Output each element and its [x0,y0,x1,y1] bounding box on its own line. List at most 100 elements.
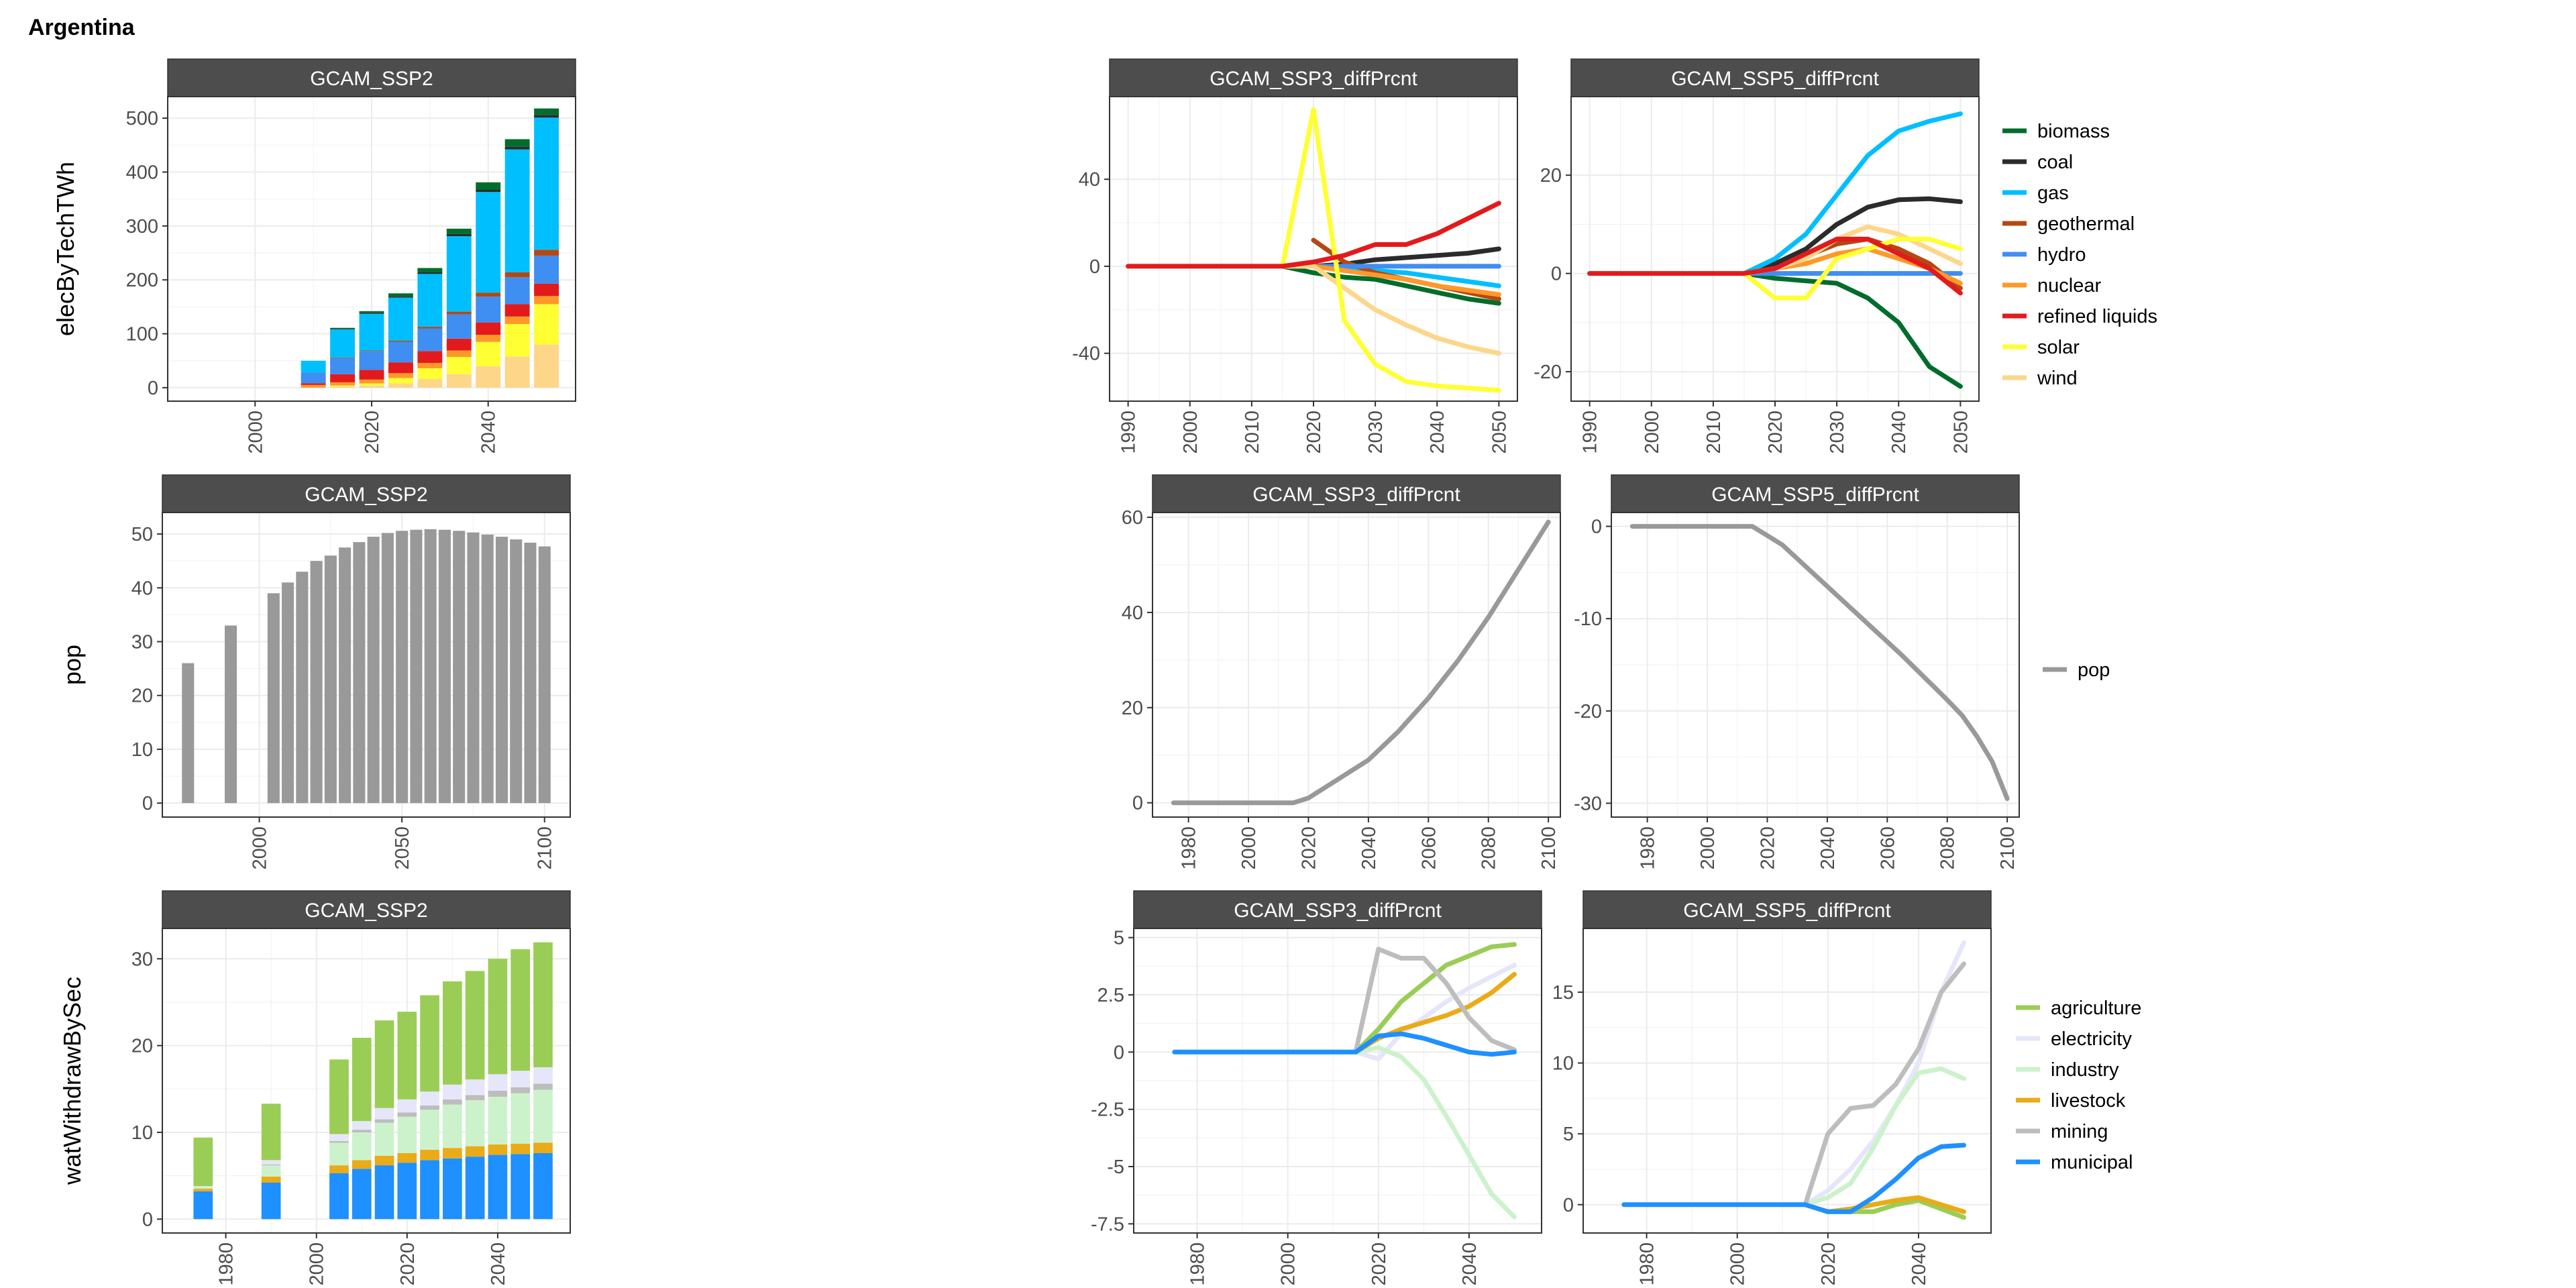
bar-industry-2015 [374,1122,394,1156]
x-tick-label: 2100 [1538,826,1560,870]
bar-industry-2020 [397,1116,417,1154]
x-tick-label: 2040 [478,411,500,454]
bar-nuclear-2030 [417,362,443,368]
x-tick-label: 2030 [1365,411,1387,454]
bar-wind-2040 [476,366,501,388]
bar-pop-2085 [495,537,508,804]
bar-biomass-2050 [534,108,559,115]
y-tick-label: 10 [1552,1053,1574,1075]
bar-mining-2045 [511,1087,531,1093]
bar-pop-2005 [267,593,280,804]
series-line-refined-liquids [1587,236,1963,296]
bar-gas-2050 [534,117,559,250]
plot-area [162,513,570,817]
bar-electricity-2015 [374,1108,394,1120]
y-tick-label: -20 [1574,701,1602,722]
series-line-pop [1629,524,2010,801]
legend-label: biomass [2037,121,2110,142]
x-tick-label: 2020 [397,1242,419,1286]
series-line-refined-liquids [1126,201,1501,269]
x-tick-label: 2060 [1877,826,1898,870]
bar-coal-2025 [388,297,413,298]
bar-industry-2035 [465,1100,485,1146]
x-tick-label: 2040 [1909,1242,1930,1286]
x-tick-label: 2000 [1727,1242,1749,1286]
facet-strip [162,890,571,929]
bar-pop-2060 [424,529,437,804]
x-tick-label: 2000 [250,826,271,870]
bar-solar-2045 [504,324,530,357]
bar-agriculture-2050 [533,942,553,1067]
bar-refined-liquids-2040 [476,322,501,335]
bar-nuclear-2045 [504,316,530,325]
bar-livestock-2050 [533,1142,553,1154]
x-tick-label: 2020 [1818,1242,1839,1286]
bar-refined-liquids-2025 [388,362,413,374]
x-tick-label: 2020 [1765,411,1786,454]
x-tick-label: 2100 [1997,826,2019,870]
x-tick-label: 2080 [1479,826,1500,870]
panel-elec_ssp5: GCAM_SSP5_diffPrcnt -20 0 20 1990 2000 2010 202… [1534,58,1980,454]
panel-wat_ssp5: GCAM_SSP5_diffPrcnt 0 5 10 15 1980 2000 2020 204… [1552,890,1992,1286]
facet-title: GCAM_SSP3_diffPrcnt [1234,900,1442,922]
bar-coal-2020 [359,313,384,314]
bar-gas-2025 [388,297,413,341]
bar-hydro-2020 [359,351,384,370]
bar-agriculture-2020 [397,1012,417,1099]
legend-label: geothermal [2037,213,2135,235]
bar-pop-2045 [381,533,394,804]
bar-livestock-1975 [193,1189,213,1191]
y-tick-label: 0 [1089,256,1100,278]
x-tick-label: 1990 [1118,411,1140,454]
bar-agriculture-2030 [443,981,462,1085]
bar-geothermal-2025 [388,341,413,342]
x-tick-label: 2010 [1703,411,1725,454]
panel-wat_ssp2: GCAM_SSP2 0 10 20 30 1980 2000 2020 2040 watWithd… [58,890,571,1286]
y-tick-label: 100 [126,324,158,345]
series-line-industry [1803,1066,1966,1208]
bar-solar-2020 [359,383,384,386]
bar-geothermal-2045 [504,272,530,278]
panel-border [1152,512,1561,818]
series-line-pop [1171,519,1551,806]
bar-electricity-2035 [465,1079,485,1095]
bar-livestock-2030 [443,1148,462,1159]
bar-pop-2035 [353,542,366,804]
bar-pop-2090 [510,539,523,804]
bar-municipal-2045 [511,1154,531,1220]
bar-refined-liquids-2050 [534,283,559,297]
bar-industry-1990 [261,1165,281,1177]
bar-biomass-2030 [417,268,443,272]
y-tick-label: 20 [1540,165,1562,186]
legend-label: municipal [2051,1152,2133,1173]
bar-mining-2035 [465,1095,485,1101]
legend-label: hydro [2037,244,2086,266]
bar-refined-liquids-2030 [417,351,443,363]
legend-pop: pop [2043,659,2110,681]
series-line-municipal [1172,1031,1517,1057]
bar-electricity-2030 [443,1084,462,1099]
bar-biomass-2040 [476,182,501,191]
y-tick-label: -2.5 [1091,1099,1124,1121]
x-tick-label: 2050 [1950,411,1972,454]
y-tick-label: 40 [1079,169,1100,191]
x-tick-label: 2020 [1757,826,1778,870]
bar-agriculture-2025 [420,995,439,1092]
bar-gas-2045 [504,149,530,272]
y-tick-label: 20 [1122,698,1143,719]
x-tick-label: 2000 [1697,826,1719,870]
bar-geothermal-2035 [446,311,472,315]
bar-biomass-2045 [504,139,530,147]
panel-elec_ssp3: GCAM_SSP3_diffPrcnt -40 0 40 1990 2000 2010 202… [1072,58,1518,454]
series-line-mining [1353,947,1517,1055]
series-line-wind [1280,264,1501,356]
bar-mining-2050 [533,1083,553,1090]
bar-municipal-2005 [329,1173,349,1220]
bar-gas-2035 [446,236,472,312]
bar-electricity-1975 [193,1186,213,1187]
bar-hydro-2025 [388,341,413,363]
bar-electricity-2010 [352,1121,372,1130]
bar-municipal-2030 [443,1158,462,1220]
panel-pop_ssp5: GCAM_SSP5_diffPrcnt -30 -20 -10 0 1980 2000 202… [1574,474,2020,870]
